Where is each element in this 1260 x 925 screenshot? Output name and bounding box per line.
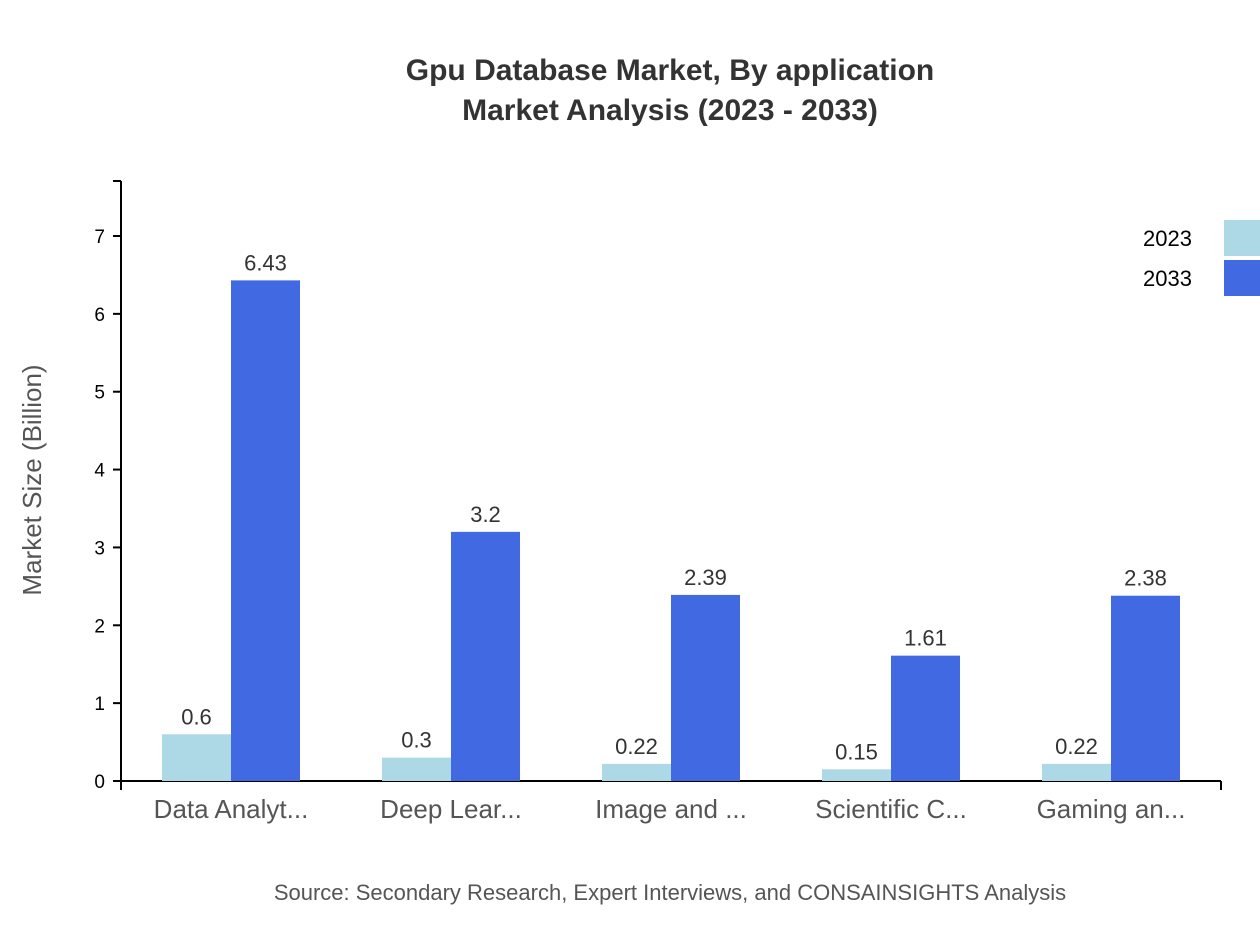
data-label: 0.22 <box>1055 734 1098 759</box>
y-tick-label: 6 <box>94 305 105 326</box>
data-label: 2.38 <box>1124 566 1167 591</box>
data-label: 2.39 <box>684 565 727 590</box>
legend-label: 2023 <box>1143 226 1192 251</box>
y-tick-label: 4 <box>94 461 105 482</box>
y-tick-label: 7 <box>94 227 105 248</box>
bar-2023 <box>602 763 671 781</box>
x-tick-label: Image and ... <box>595 794 747 824</box>
source-note: Source: Secondary Research, Expert Inter… <box>274 880 1066 905</box>
data-label: 0.3 <box>401 728 432 753</box>
bar-2023 <box>1042 763 1111 781</box>
chart-title: Gpu Database Market, By application <box>406 54 934 87</box>
data-label: 0.15 <box>835 739 878 764</box>
x-tick-label: Gaming an... <box>1037 794 1186 824</box>
bar-2023 <box>382 757 451 781</box>
data-label: 0.22 <box>615 734 658 759</box>
bar-2023 <box>822 769 891 781</box>
data-label: 3.2 <box>470 502 501 527</box>
y-tick-label: 3 <box>94 538 105 559</box>
chart-subtitle: Market Analysis (2023 - 2033) <box>462 94 878 127</box>
bar-2023 <box>162 734 231 781</box>
legend-swatch <box>1224 220 1260 256</box>
y-tick-label: 0 <box>94 772 105 793</box>
y-tick-label: 5 <box>94 383 105 404</box>
legend-swatch <box>1224 260 1260 296</box>
data-label: 1.61 <box>904 626 947 651</box>
bar-2033 <box>891 655 960 781</box>
bar-2033 <box>231 280 300 781</box>
bar-2033 <box>671 594 740 781</box>
x-tick-label: Deep Lear... <box>380 794 522 824</box>
data-label: 0.6 <box>181 704 212 729</box>
y-tick-label: 1 <box>94 694 105 715</box>
x-tick-label: Data Analyt... <box>154 794 309 824</box>
bar-2033 <box>1111 595 1180 781</box>
data-label: 6.43 <box>244 250 287 275</box>
y-axis-label: Market Size (Billion) <box>17 364 47 595</box>
y-tick-label: 2 <box>94 616 105 637</box>
bar-2033 <box>451 531 520 781</box>
legend-label: 2033 <box>1143 266 1192 291</box>
x-tick-label: Scientific C... <box>815 794 967 824</box>
